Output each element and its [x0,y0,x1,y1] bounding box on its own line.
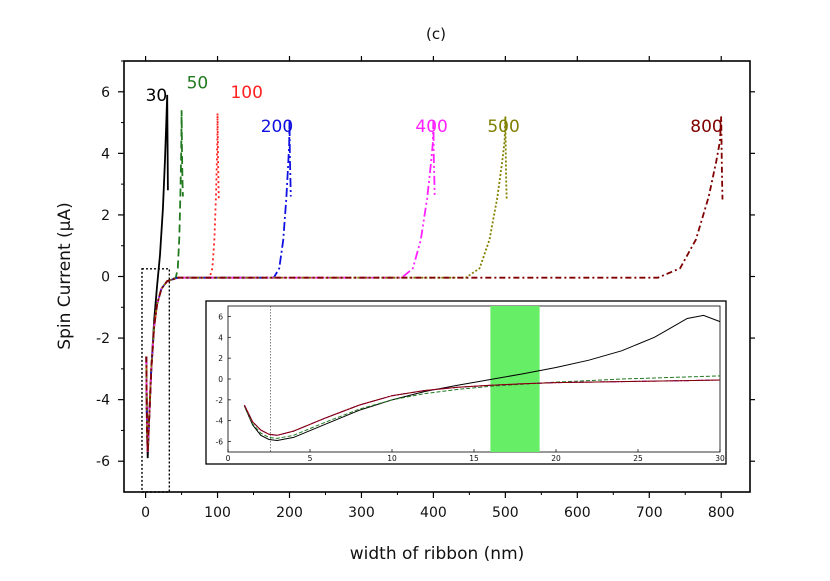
x-tick-label: 200 [276,505,303,521]
inset-frame [205,300,727,465]
inset-series-line-50 [243,375,721,439]
series-label-800: 800 [690,117,722,137]
series-label-400: 400 [415,117,447,137]
inset-y-tick-label: -2 [216,396,224,405]
chart-title: (c) [426,25,446,43]
inset-series-line-800 [243,379,721,436]
inset-y-tick-label: 2 [218,354,223,363]
inset-plot: 0 5 10 15 20 25 30 -6 -4 -2 0 2 4 6 [205,300,727,465]
series-label-30: 30 [146,86,168,106]
series-label-50: 50 [187,74,209,94]
inset-x-tick-label: 25 [633,454,643,463]
y-tick-label: -4 [96,393,110,409]
x-tick-label: 400 [420,505,447,521]
inset-x-tick-label: 0 [226,454,231,463]
inset-y-tick-label: 4 [218,333,223,342]
y-tick-label: 2 [101,208,110,224]
y-tick-label: 0 [101,270,110,286]
y-tick-label: 4 [101,146,110,162]
inset-y-tick-label: 6 [218,312,223,321]
inset-x-tick-label: 30 [715,454,725,463]
series-label-200: 200 [261,117,293,137]
inset-y-tick-label: -6 [216,438,224,447]
x-tick-label: 300 [348,505,375,521]
inset-series-line-30 [243,314,721,442]
series-line-800 [145,116,724,453]
inset-x-tick-label: 15 [469,454,479,463]
x-tick-label: 100 [204,505,231,521]
inset-highlight-band [490,306,540,452]
x-tick-label: 500 [492,505,519,521]
inset-y-tick-label: -4 [216,417,224,426]
x-tick-label: 700 [636,505,663,521]
y-tick-label: 6 [101,85,110,101]
inset-x-tick-label: 10 [387,454,397,463]
inset-x-tick-label: 20 [551,454,561,463]
y-tick-label: -2 [96,331,110,347]
inset-x-tick-label: 5 [308,454,313,463]
series-label-100: 100 [230,83,262,103]
series-label-500: 500 [487,117,519,137]
inset-y-tick-label: 0 [218,375,223,384]
x-axis-title: width of ribbon (nm) [350,544,525,564]
zoom-box [141,268,171,493]
x-tick-label: 600 [564,505,591,521]
x-tick-label: 0 [141,505,150,521]
y-axis-title: Spin Current (μA) [55,202,75,349]
y-tick-label: -6 [96,454,110,470]
x-tick-label: 800 [708,505,735,521]
